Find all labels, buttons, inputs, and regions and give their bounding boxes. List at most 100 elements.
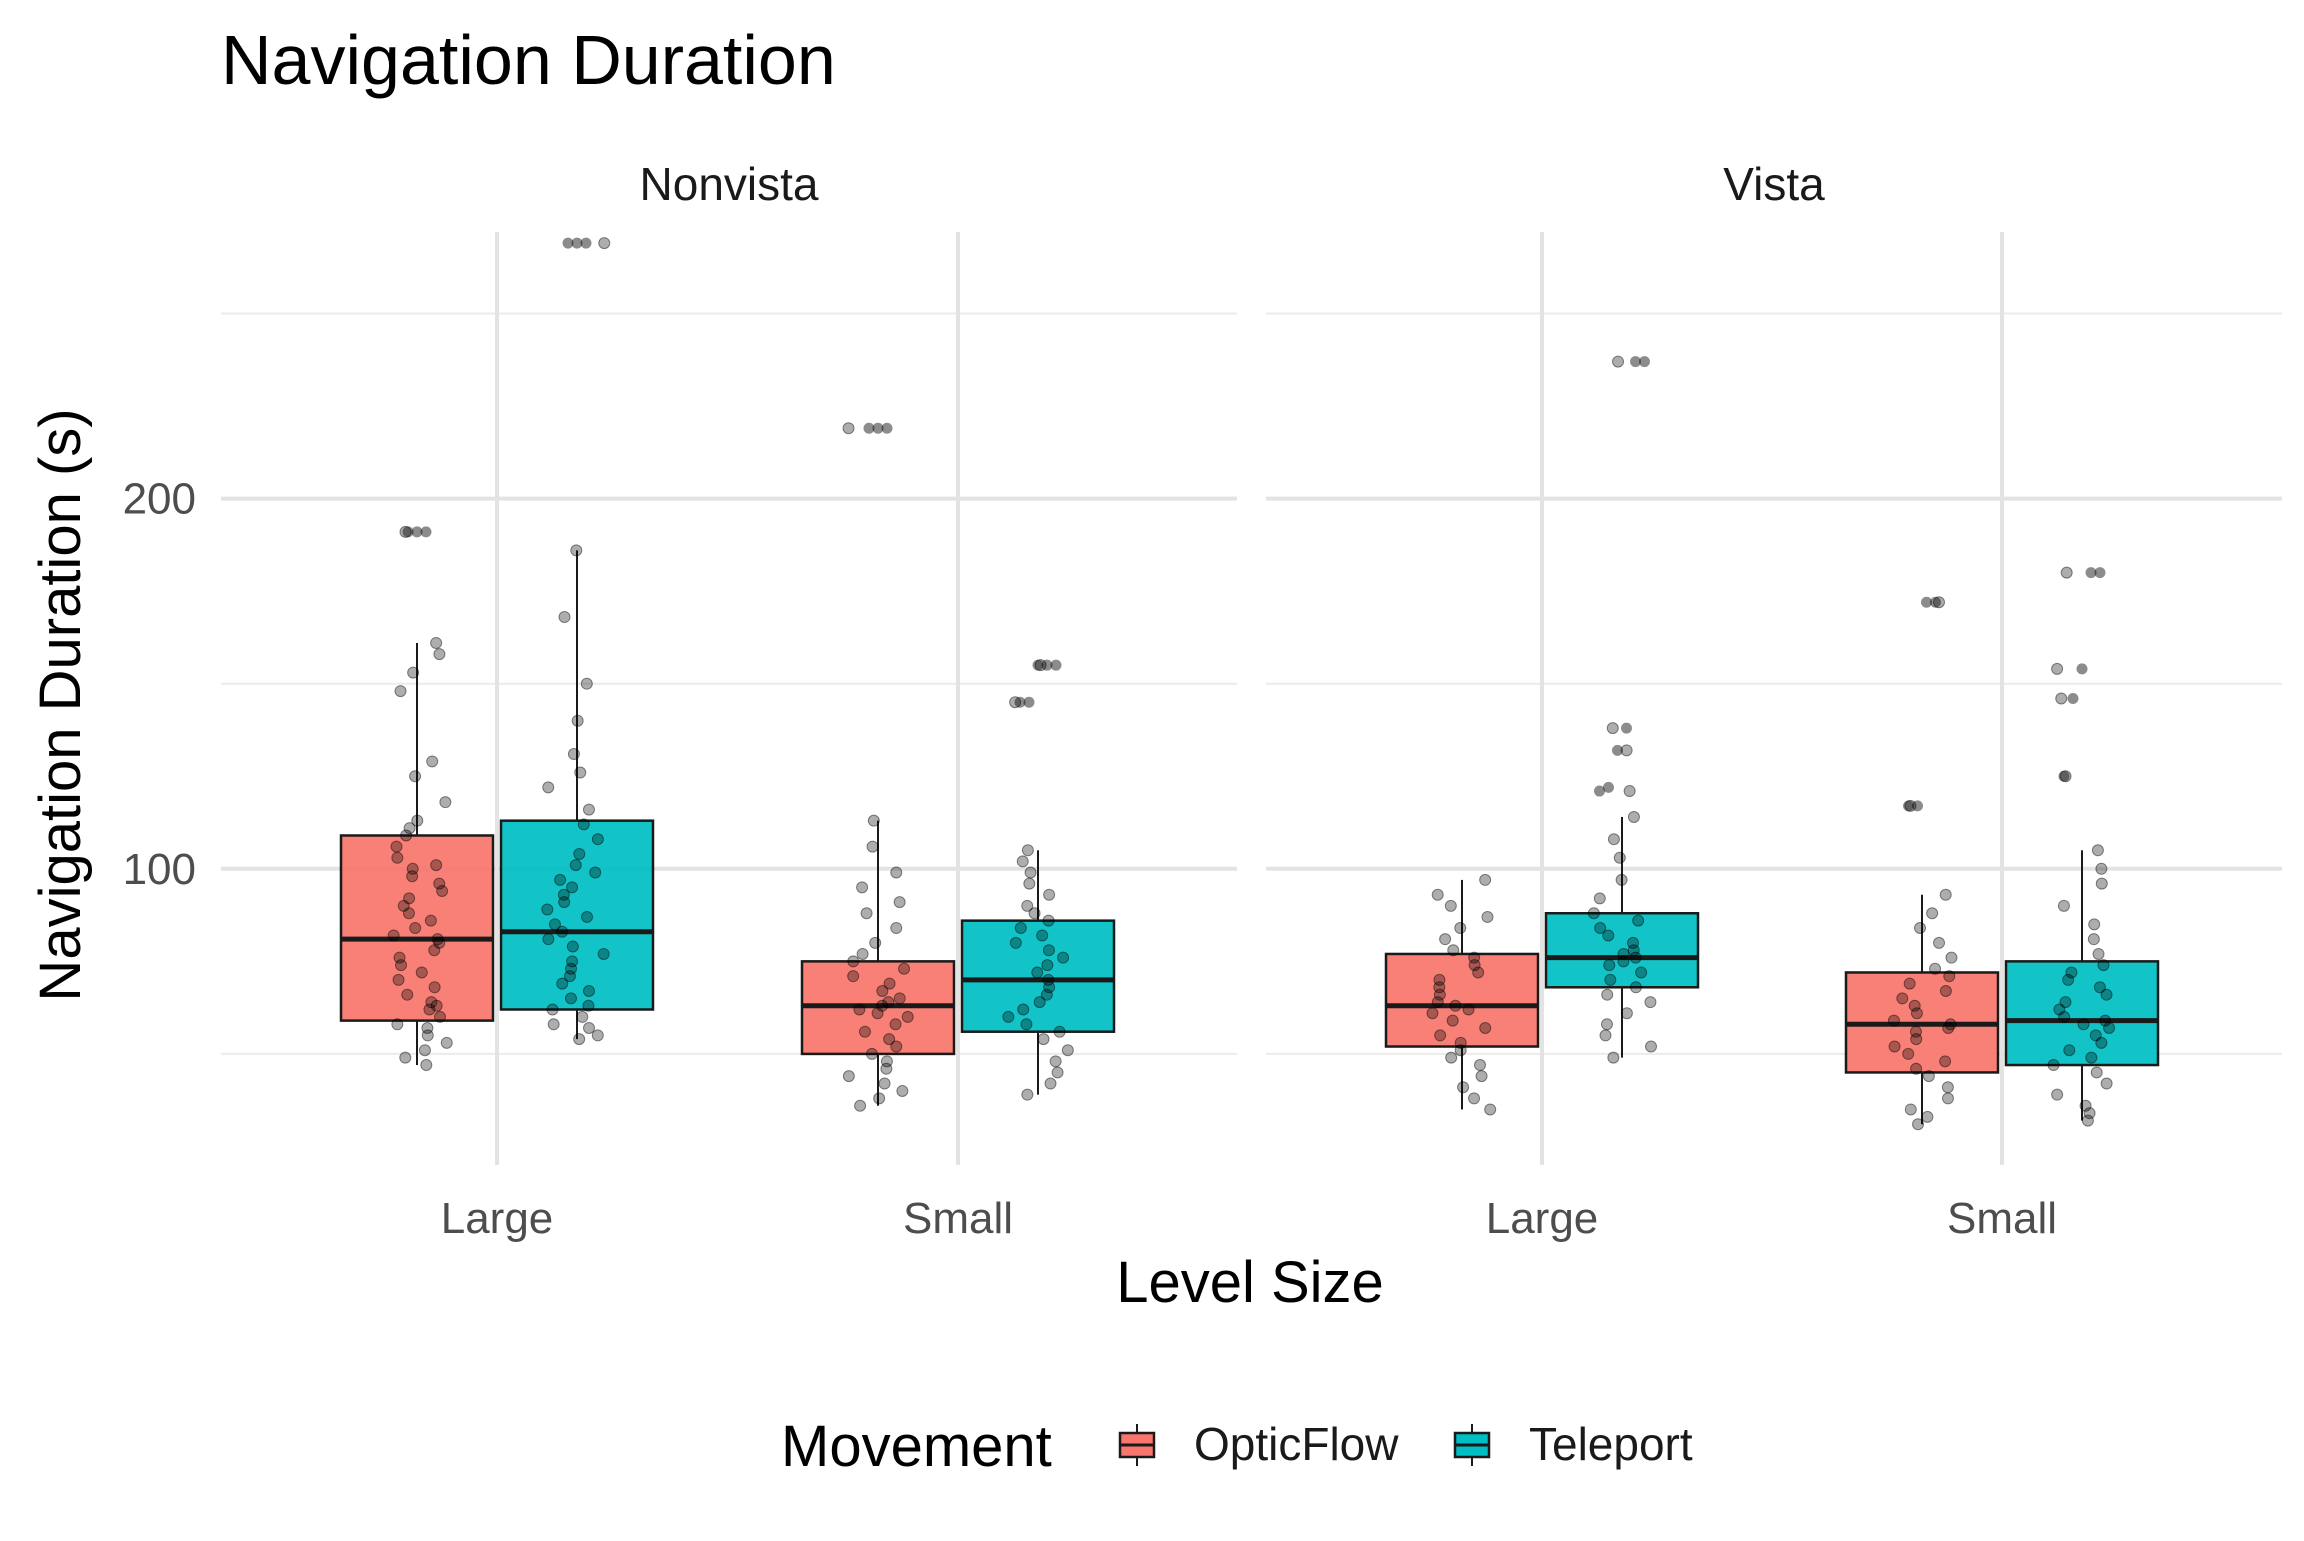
data-point	[1447, 944, 1460, 957]
data-point	[563, 970, 576, 983]
data-point	[1617, 955, 1630, 968]
data-point	[1051, 1066, 1064, 1079]
data-point	[2057, 899, 2070, 912]
data-point	[1921, 1110, 1934, 1123]
data-point	[406, 870, 419, 883]
data-point	[1043, 888, 1056, 901]
data-point	[2047, 1059, 2060, 1072]
legend-entry-teleport: Teleport	[1453, 1418, 1693, 1470]
data-point	[2051, 1088, 2064, 1101]
data-point	[1612, 355, 1625, 368]
data-point	[2088, 918, 2101, 931]
data-point	[1604, 973, 1617, 986]
box	[1384, 952, 1540, 1048]
data-point	[2099, 1014, 2112, 1027]
data-point	[1474, 1059, 1487, 1072]
data-point	[1914, 922, 1927, 935]
data-point	[1040, 988, 1053, 1001]
data-point	[436, 885, 449, 898]
data-point	[433, 936, 446, 949]
outlier-point	[2067, 693, 2079, 704]
data-point	[2062, 973, 2075, 986]
data-point	[901, 1010, 914, 1023]
data-point	[387, 929, 400, 942]
data-point	[2060, 566, 2073, 579]
data-point	[842, 1070, 855, 1083]
data-point	[394, 685, 407, 698]
data-point	[854, 1099, 867, 1112]
legend-entry-label: Teleport	[1529, 1418, 1693, 1470]
data-point	[1896, 992, 1909, 1005]
data-point	[1613, 851, 1626, 864]
data-point	[871, 1007, 884, 1020]
data-point	[883, 977, 896, 990]
boxplot-large-opticflow	[1384, 873, 1540, 1116]
data-point	[1929, 962, 1942, 975]
data-point	[866, 840, 879, 853]
data-point	[1939, 888, 1952, 901]
boxplot-large-opticflow	[339, 525, 495, 1072]
y-tick-label: 100	[123, 845, 196, 894]
data-point	[1603, 959, 1616, 972]
data-point	[856, 881, 869, 894]
data-point	[1910, 1007, 1923, 1020]
x-tick-label: Large	[441, 1194, 554, 1243]
data-point	[842, 422, 855, 435]
outlier-point	[1630, 356, 1641, 368]
data-point	[1587, 907, 1600, 920]
data-point	[1472, 966, 1485, 979]
legend-entry-label: OpticFlow	[1194, 1418, 1399, 1470]
data-point	[1944, 1018, 1957, 1031]
outlier-point	[1912, 800, 1923, 812]
data-point	[2095, 877, 2108, 890]
data-point	[1454, 922, 1467, 935]
data-point	[1034, 659, 1047, 672]
data-point	[582, 984, 595, 997]
data-point	[558, 896, 571, 909]
data-point	[1020, 1018, 1033, 1031]
data-point	[401, 988, 414, 1001]
outlier-point	[1023, 696, 1035, 708]
data-point	[399, 525, 412, 538]
data-point	[880, 1062, 893, 1075]
data-point	[1912, 1118, 1925, 1131]
boxplot-small-teleport	[960, 659, 1116, 1101]
data-point	[1028, 907, 1041, 920]
data-point	[566, 940, 579, 953]
data-point	[556, 977, 569, 990]
data-point	[1434, 1029, 1447, 1042]
data-point	[1645, 1040, 1658, 1053]
y-axis-label: Navigation Duration (s)	[28, 408, 93, 1001]
outlier-point	[872, 422, 884, 434]
data-point	[2097, 959, 2110, 972]
x-tick-label: Small	[1947, 1194, 2057, 1243]
data-point	[873, 1092, 886, 1105]
data-point	[1933, 936, 1946, 949]
data-point	[893, 896, 906, 909]
panels: Nonvista 100 200 Large Small Vista Large Small	[123, 158, 2282, 1243]
box	[960, 919, 1116, 1033]
outlier-point	[1639, 356, 1650, 368]
data-point	[399, 1051, 412, 1064]
data-point	[2090, 1066, 2103, 1079]
data-point	[1457, 1081, 1470, 1094]
data-point	[2081, 1114, 2094, 1127]
data-point	[582, 803, 595, 816]
boxplot-large-teleport	[1544, 355, 1700, 1064]
data-point	[554, 873, 567, 886]
data-point	[440, 1036, 453, 1049]
data-point	[2063, 1044, 2076, 1057]
data-point	[1049, 1055, 1062, 1068]
data-point	[1484, 1103, 1497, 1116]
data-point	[1627, 944, 1640, 957]
data-point	[1593, 892, 1606, 905]
box	[1544, 911, 1700, 989]
data-point	[574, 766, 587, 779]
data-point	[1061, 1044, 1074, 1057]
data-point	[598, 237, 611, 250]
data-point	[1449, 999, 1462, 1012]
data-point	[1462, 1003, 1475, 1016]
data-point	[433, 1010, 446, 1023]
data-point	[1926, 907, 1939, 920]
outlier-point	[1930, 596, 1941, 608]
